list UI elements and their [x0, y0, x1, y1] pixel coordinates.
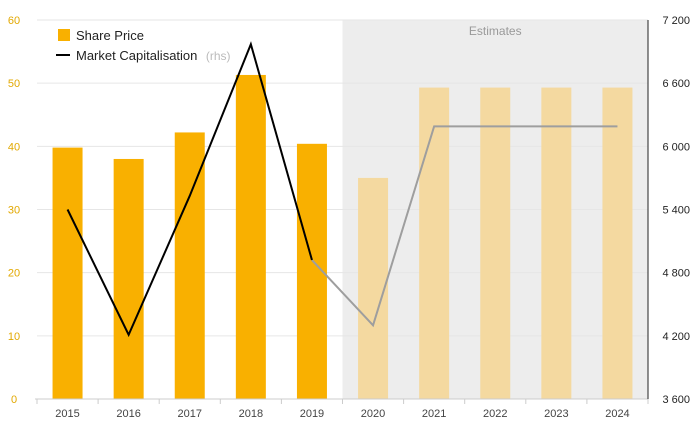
bar-layer	[52, 74, 633, 400]
bar-share-price	[52, 147, 83, 399]
left-axis-tick-label: 10	[8, 331, 20, 343]
right-axis-tick-label: 3 600	[662, 394, 690, 406]
bar-share-price	[113, 158, 144, 399]
x-axis-tick-label: 2022	[483, 408, 507, 420]
legend: Share Price Market Capitalisation (rhs)	[56, 28, 231, 64]
legend-market-cap-suffix: (rhs)	[206, 49, 231, 63]
left-axis-tick-label: 60	[8, 15, 20, 27]
bar-share-price	[480, 87, 511, 400]
right-axis-tick-label: 7 200	[662, 15, 690, 27]
estimates-label: Estimates	[469, 24, 522, 38]
axis-layer: 0 10 20 30 40 50 60 3 600 4 200 4 800 5 400 6 000 6 …	[8, 15, 690, 420]
right-axis-tick-label: 5 400	[662, 205, 690, 217]
left-axis-tick-label: 20	[8, 268, 20, 280]
x-axis-tick-label: 2021	[422, 408, 446, 420]
x-axis-tick-label: 2015	[55, 408, 79, 420]
bar-share-price	[235, 74, 266, 399]
left-axis-tick-label: 30	[8, 205, 20, 217]
line-layer	[66, 41, 618, 338]
bar-share-price	[174, 132, 205, 400]
legend-market-cap-label: Market Capitalisation	[76, 48, 197, 63]
x-axis-tick-label: 2020	[361, 408, 385, 420]
x-axis-tick-label: 2024	[605, 408, 629, 420]
line-market-cap-estimate	[311, 125, 618, 328]
right-axis-tick-label: 4 200	[662, 331, 690, 343]
legend-share-price-label: Share Price	[76, 28, 144, 43]
left-axis-tick-label: 40	[8, 141, 20, 153]
bar-share-price	[602, 87, 633, 400]
x-axis-tick-label: 2023	[544, 408, 568, 420]
bar-share-price	[358, 177, 389, 399]
x-axis-tick-label: 2018	[239, 408, 263, 420]
left-axis-tick-label: 0	[11, 394, 17, 406]
right-axis-tick-label: 6 600	[662, 78, 690, 90]
legend-share-price-swatch	[58, 29, 70, 41]
legend-market-cap-text: Market Capitalisation (rhs)	[76, 47, 231, 64]
right-axis-tick-label: 6 000	[662, 141, 690, 153]
x-axis-tick-label: 2019	[300, 408, 324, 420]
right-axis-tick-label: 4 800	[662, 268, 690, 280]
x-axis-tick-label: 2016	[116, 408, 140, 420]
left-axis-tick-label: 50	[8, 78, 20, 90]
bar-share-price	[541, 87, 572, 400]
x-axis-tick-label: 2017	[178, 408, 202, 420]
bar-share-price	[419, 87, 450, 400]
line-market-cap-actual	[66, 41, 313, 338]
